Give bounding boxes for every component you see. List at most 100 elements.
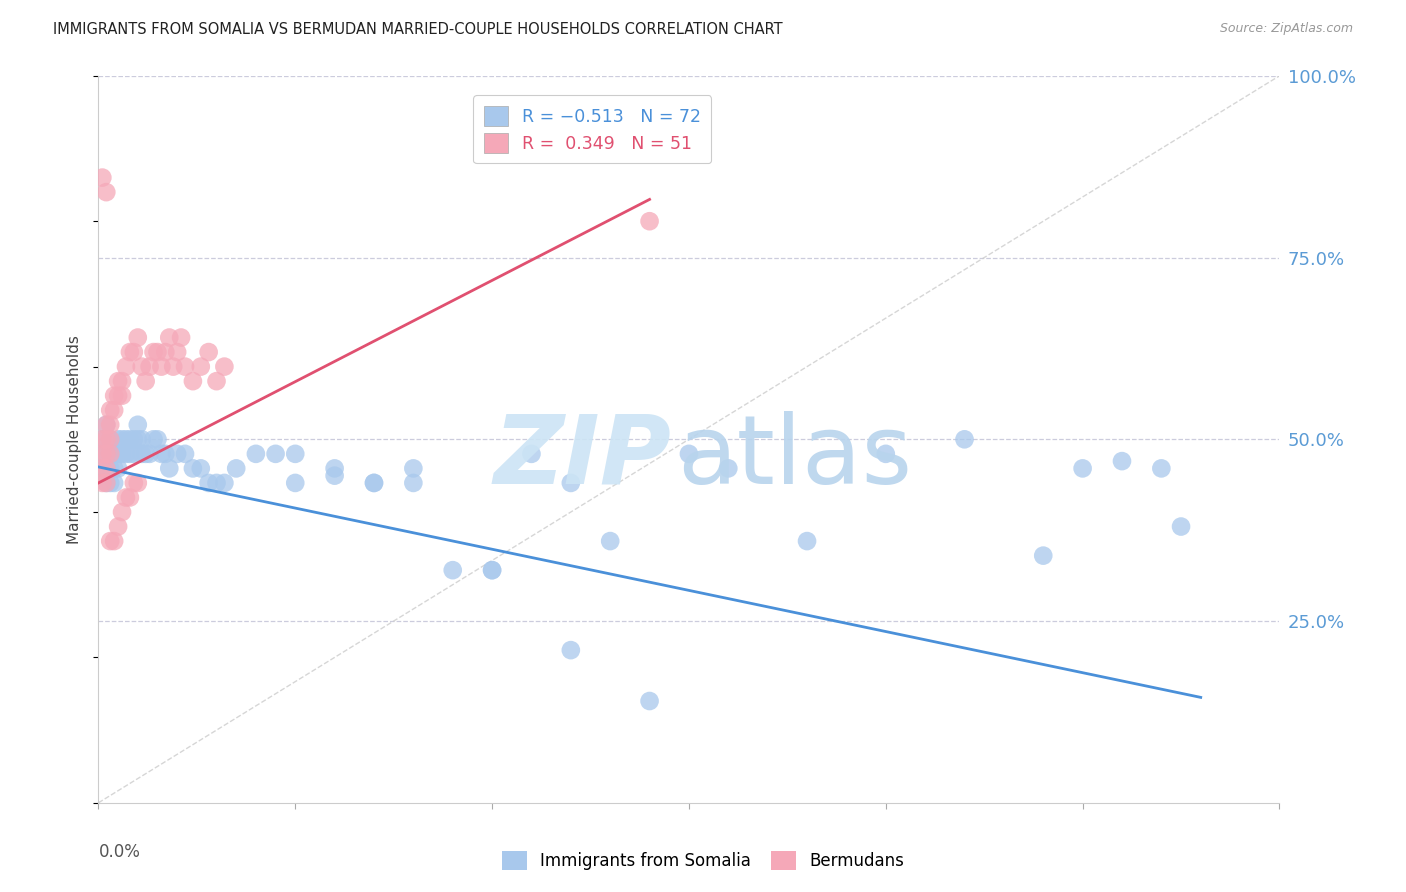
- Point: [96, 447, 118, 461]
- Point: [96, 432, 118, 446]
- Point: [122, 475, 145, 490]
- Point: [323, 461, 346, 475]
- Point: [363, 475, 385, 490]
- Point: [174, 447, 197, 461]
- Point: [678, 447, 700, 461]
- Point: [441, 563, 464, 577]
- Point: [481, 563, 503, 577]
- Point: [107, 374, 129, 388]
- Point: [103, 389, 125, 403]
- Point: [796, 534, 818, 549]
- Point: [98, 447, 121, 461]
- Point: [111, 432, 134, 446]
- Point: [115, 359, 138, 374]
- Point: [98, 432, 121, 446]
- Point: [1150, 461, 1173, 475]
- Point: [135, 447, 157, 461]
- Point: [264, 447, 287, 461]
- Point: [157, 330, 180, 344]
- Point: [323, 468, 346, 483]
- Point: [363, 475, 385, 490]
- Point: [146, 432, 169, 446]
- Point: [96, 475, 118, 490]
- Point: [91, 461, 114, 475]
- Point: [127, 417, 149, 432]
- Point: [118, 432, 141, 446]
- Point: [91, 170, 114, 185]
- Point: [98, 403, 121, 417]
- Point: [197, 475, 219, 490]
- Point: [205, 475, 228, 490]
- Point: [181, 461, 204, 475]
- Point: [402, 461, 425, 475]
- Point: [118, 345, 141, 359]
- Point: [245, 447, 267, 461]
- Point: [91, 461, 114, 475]
- Point: [284, 475, 307, 490]
- Text: atlas: atlas: [678, 411, 912, 504]
- Point: [127, 432, 149, 446]
- Point: [111, 374, 134, 388]
- Point: [103, 475, 125, 490]
- Point: [560, 643, 582, 657]
- Point: [115, 491, 138, 505]
- Point: [103, 461, 125, 475]
- Point: [131, 447, 153, 461]
- Point: [115, 432, 138, 446]
- Point: [560, 475, 582, 490]
- Text: 0.0%: 0.0%: [98, 843, 141, 861]
- Point: [150, 447, 173, 461]
- Point: [205, 374, 228, 388]
- Point: [155, 345, 177, 359]
- Point: [103, 403, 125, 417]
- Point: [155, 447, 177, 461]
- Text: ZIP: ZIP: [494, 411, 671, 504]
- Point: [197, 345, 219, 359]
- Point: [98, 417, 121, 432]
- Point: [142, 345, 165, 359]
- Point: [190, 359, 212, 374]
- Point: [118, 491, 141, 505]
- Point: [107, 432, 129, 446]
- Legend: Immigrants from Somalia, Bermudans: Immigrants from Somalia, Bermudans: [495, 844, 911, 877]
- Point: [638, 214, 661, 228]
- Point: [214, 359, 236, 374]
- Point: [1032, 549, 1054, 563]
- Point: [96, 461, 118, 475]
- Point: [170, 330, 193, 344]
- Point: [91, 432, 114, 446]
- Point: [115, 447, 138, 461]
- Point: [127, 475, 149, 490]
- Point: [146, 345, 169, 359]
- Point: [131, 432, 153, 446]
- Point: [98, 432, 121, 446]
- Y-axis label: Married-couple Households: Married-couple Households: [67, 334, 83, 544]
- Point: [96, 417, 118, 432]
- Point: [402, 475, 425, 490]
- Point: [1111, 454, 1133, 468]
- Point: [98, 534, 121, 549]
- Point: [98, 447, 121, 461]
- Point: [138, 359, 160, 374]
- Point: [214, 475, 236, 490]
- Point: [166, 447, 188, 461]
- Point: [96, 185, 118, 199]
- Point: [118, 447, 141, 461]
- Point: [98, 475, 121, 490]
- Point: [150, 359, 173, 374]
- Point: [107, 461, 129, 475]
- Point: [284, 447, 307, 461]
- Point: [181, 374, 204, 388]
- Point: [131, 359, 153, 374]
- Point: [599, 534, 621, 549]
- Point: [91, 432, 114, 446]
- Point: [174, 359, 197, 374]
- Legend: R = −0.513   N = 72, R =  0.349   N = 51: R = −0.513 N = 72, R = 0.349 N = 51: [474, 95, 711, 163]
- Point: [107, 447, 129, 461]
- Point: [98, 461, 121, 475]
- Point: [91, 447, 114, 461]
- Point: [520, 447, 543, 461]
- Point: [96, 417, 118, 432]
- Point: [135, 374, 157, 388]
- Point: [96, 447, 118, 461]
